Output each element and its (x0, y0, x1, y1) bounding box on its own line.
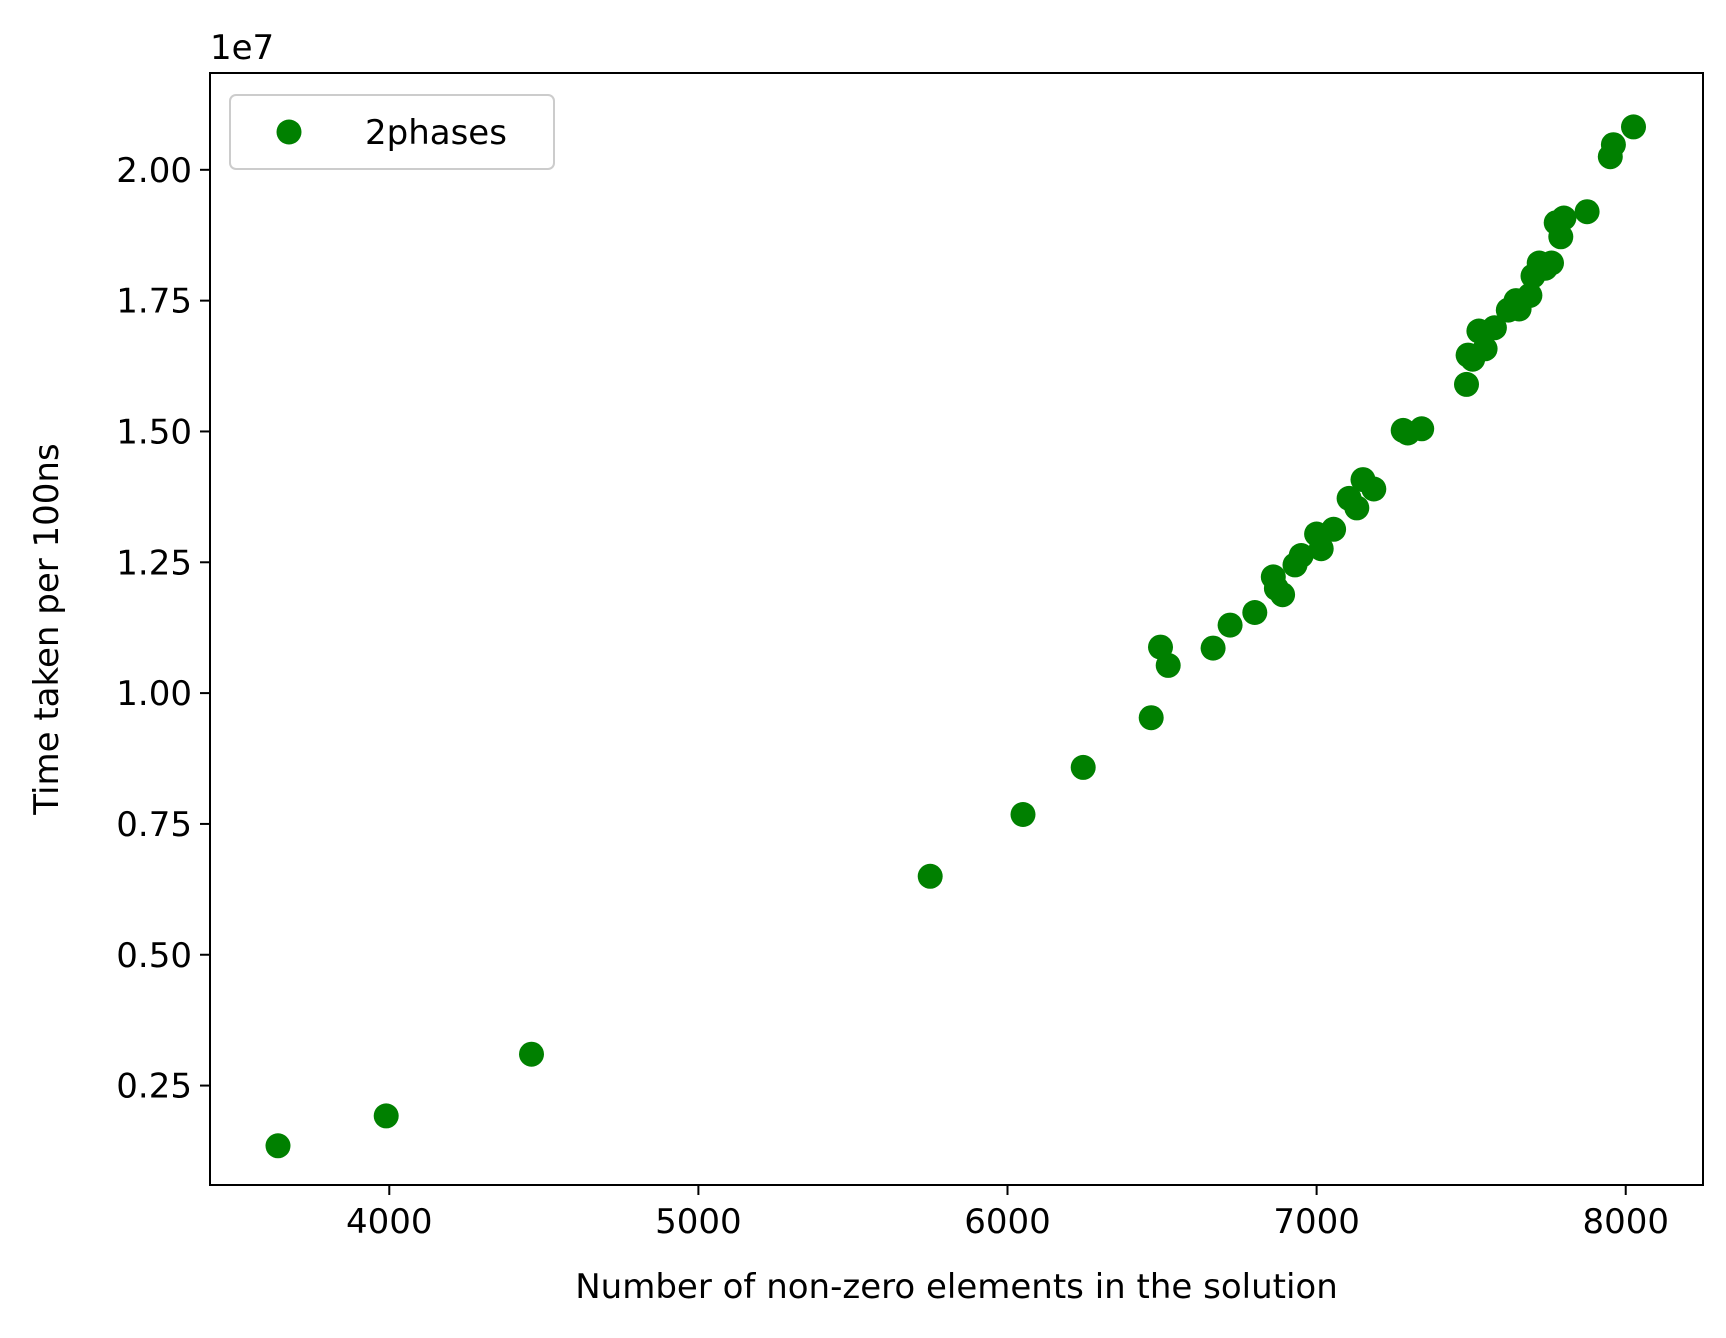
data-point (519, 1041, 544, 1067)
data-point (1288, 543, 1314, 568)
data-point (1155, 652, 1181, 678)
data-point (1200, 635, 1226, 661)
x-tick-label: 8000 (1582, 1202, 1669, 1242)
data-point (1539, 250, 1564, 276)
data-point (917, 863, 943, 889)
plot-frame (209, 72, 1704, 1186)
data-point (1548, 224, 1574, 250)
data-point (1344, 495, 1370, 521)
data-point (1361, 476, 1387, 502)
y-tick-label: 1.50 (116, 412, 192, 452)
data-point (1621, 114, 1646, 140)
data-point (1574, 199, 1600, 225)
data-point (1270, 582, 1296, 608)
y-axis-offset-text: 1e7 (210, 28, 274, 68)
x-axis-ticks: 4000 5000 6000 7000 8000 (346, 1185, 1669, 1242)
y-tick-label: 1.75 (116, 282, 192, 322)
data-point (1242, 600, 1268, 625)
y-tick-label: 0.75 (116, 805, 192, 845)
legend-marker (276, 119, 302, 145)
data-point (1138, 705, 1164, 731)
data-point (1517, 282, 1543, 308)
data-points (265, 114, 1646, 1159)
legend-label: 2phases (365, 113, 507, 153)
y-tick-label: 0.25 (116, 1067, 192, 1107)
data-point (1217, 612, 1243, 638)
y-tick-label: 1.25 (116, 543, 192, 583)
y-tick-label: 2.00 (116, 151, 192, 191)
y-tick-label: 0.50 (116, 936, 192, 976)
data-point (1070, 754, 1096, 780)
y-axis-label: Time taken per 100ns (27, 443, 67, 815)
y-axis-ticks: 0.25 0.50 0.75 1.00 1.25 1.50 1.75 2.00 (116, 151, 210, 1107)
data-point (373, 1103, 399, 1129)
data-point (1454, 371, 1479, 397)
data-point (265, 1133, 291, 1159)
x-tick-label: 5000 (655, 1202, 742, 1242)
data-point (1010, 802, 1036, 827)
x-axis-label: Number of non-zero elements in the solut… (575, 1267, 1338, 1307)
x-tick-label: 7000 (1273, 1202, 1360, 1242)
legend-box (229, 94, 555, 170)
data-point (1551, 205, 1577, 231)
legend: 2phases (229, 94, 555, 170)
data-point (1472, 336, 1498, 362)
x-tick-label: 6000 (964, 1202, 1051, 1242)
data-point (1321, 516, 1347, 542)
data-point (1481, 315, 1507, 341)
data-point (1308, 536, 1334, 562)
y-tick-label: 1.00 (116, 674, 192, 714)
data-point (1409, 416, 1435, 442)
x-tick-label: 4000 (346, 1202, 433, 1242)
data-point (1600, 132, 1626, 158)
